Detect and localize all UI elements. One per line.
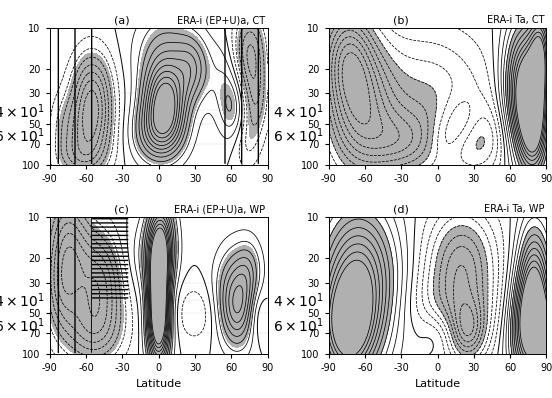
Text: (c): (c) <box>114 204 129 215</box>
Text: (d): (d) <box>392 204 408 215</box>
X-axis label: Latitude: Latitude <box>415 379 460 389</box>
Text: ERA-i Ta, CT: ERA-i Ta, CT <box>487 15 544 25</box>
Text: (a): (a) <box>114 15 129 25</box>
Text: (b): (b) <box>392 15 408 25</box>
X-axis label: Latitude: Latitude <box>136 379 182 389</box>
Text: ERA-i (EP+U)a, WP: ERA-i (EP+U)a, WP <box>174 204 266 215</box>
Text: ERA-i (EP+U)a, CT: ERA-i (EP+U)a, CT <box>177 15 266 25</box>
Text: ERA-i Ta, WP: ERA-i Ta, WP <box>484 204 544 215</box>
